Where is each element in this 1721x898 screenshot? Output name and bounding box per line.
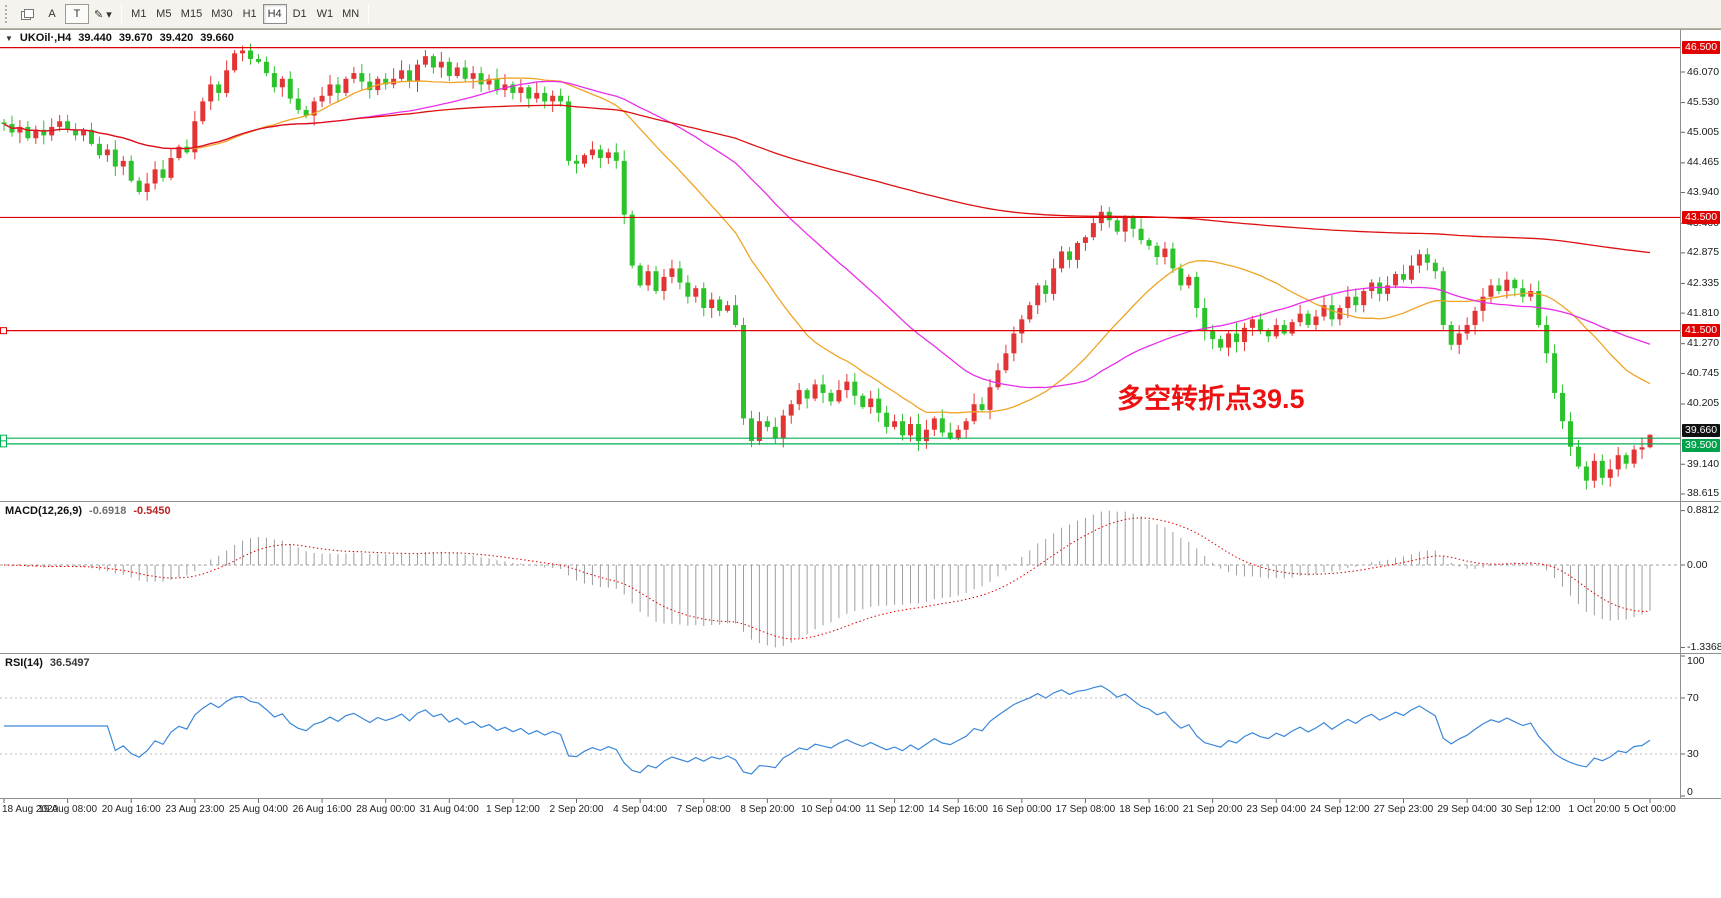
- timeframe-button-m1[interactable]: M1: [131, 8, 147, 20]
- toolbar-separator-2: [368, 4, 370, 24]
- timeframe-buttons-group: M1 M5 M15 M30 H1 H4 D1 W1 MN: [127, 4, 363, 24]
- quote-high: 39.670: [118, 32, 153, 44]
- chart-expander-icon[interactable]: ▼: [5, 33, 13, 43]
- toolbar-separator-1: [120, 4, 122, 24]
- macd-main-value: -0.6918: [89, 505, 127, 517]
- chart-symbol-period: UKOil·,H4: [19, 32, 72, 44]
- timeframe-button-m30[interactable]: M30: [211, 8, 233, 20]
- arrow-tool-button[interactable]: A: [48, 8, 56, 20]
- quote-open: 39.440: [78, 32, 112, 44]
- draw-tool-button[interactable]: ✎ ▾: [94, 8, 112, 21]
- chart-title-bar: ▼ UKOil·,H4 39.440 39.670 39.420 39.660: [5, 32, 234, 44]
- timeframe-button-d1[interactable]: D1: [292, 8, 307, 20]
- macd-indicator-label: MACD(12,26,9) -0.6918 -0.5450: [5, 505, 171, 517]
- toolbar: A T ✎ ▾ M1 M5 M15 M30 H1 H4 D1 W1 MN: [0, 0, 1721, 29]
- macd-name: MACD(12,26,9): [5, 505, 83, 517]
- macd-signal-value: -0.5450: [133, 505, 171, 517]
- timeframe-button-w1[interactable]: W1: [316, 8, 334, 20]
- quote-close: 39.660: [200, 32, 234, 44]
- text-tool-button[interactable]: T: [65, 4, 89, 24]
- timeframe-button-h1[interactable]: H1: [242, 8, 257, 20]
- tool-buttons-group: A T ✎ ▾: [15, 4, 116, 24]
- rsi-indicator-label: RSI(14) 36.5497: [5, 657, 90, 669]
- toolbar-grip[interactable]: [5, 5, 9, 23]
- rsi-name: RSI(14): [5, 657, 43, 669]
- quote-low: 39.420: [159, 32, 194, 44]
- chart-annotation-text[interactable]: 多空转折点39.5: [1117, 384, 1305, 414]
- charts-stack-button[interactable]: [15, 4, 39, 24]
- timeframe-button-m5[interactable]: M5: [156, 8, 172, 20]
- charts-stack-icon: [20, 8, 34, 20]
- timeframe-button-h4[interactable]: H4: [262, 4, 287, 24]
- timeframe-button-m15[interactable]: M15: [180, 8, 203, 20]
- rsi-value: 36.5497: [49, 657, 90, 669]
- timeframe-button-mn[interactable]: MN: [342, 8, 360, 20]
